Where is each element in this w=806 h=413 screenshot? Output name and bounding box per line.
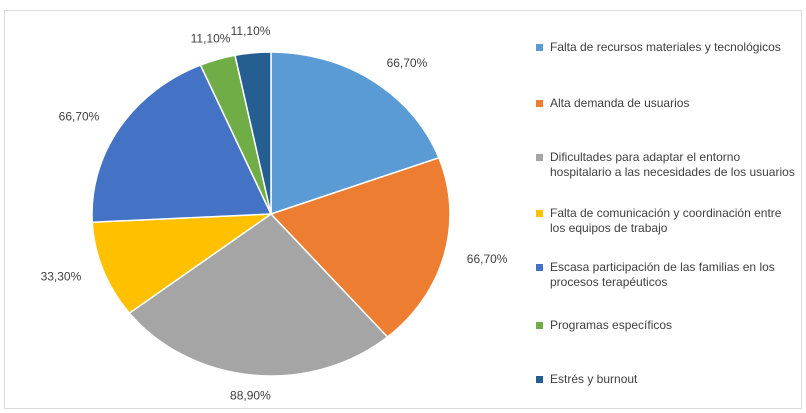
pie-slice [91, 213, 274, 315]
legend-label: Falta de comunicación y coordinación ent… [550, 206, 782, 235]
legend-swatch [536, 210, 543, 217]
legend-swatch [536, 264, 543, 271]
legend-swatch [536, 376, 543, 383]
legend-swatch [536, 322, 543, 329]
data-label: 66,70% [467, 252, 508, 266]
legend-swatch [536, 154, 543, 161]
data-label: 33,30% [41, 270, 82, 284]
legend: Falta de recursos materiales y tecnológi… [536, 30, 804, 400]
legend-label: Programas específicos [550, 318, 673, 332]
legend-item: Falta de recursos materiales y tecnológi… [536, 40, 798, 55]
legend-label: Falta de recursos materiales y tecnológi… [550, 40, 781, 54]
legend-item: Programas específicos [536, 318, 798, 333]
legend-item: Dificultades para adaptar el entorno hos… [536, 150, 798, 180]
legend-swatch [536, 44, 543, 51]
legend-label: Dificultades para adaptar el entorno hos… [550, 150, 795, 179]
pie-slice [234, 51, 272, 215]
data-label: 11,10% [191, 31, 231, 45]
legend-item: Escasa participación de las familias en … [536, 260, 798, 290]
legend-label: Escasa participación de las familias en … [550, 260, 775, 289]
pie-slice [269, 156, 451, 339]
legend-label: Alta demanda de usuarios [550, 96, 690, 110]
data-label: 88,90% [230, 388, 271, 402]
data-label: 66,70% [59, 109, 100, 123]
legend-item: Estrés y burnout [536, 372, 798, 387]
pie-slice [128, 213, 389, 377]
legend-item: Alta demanda de usuarios [536, 96, 798, 111]
legend-swatch [536, 100, 543, 107]
pie-slice [91, 64, 273, 223]
pie-slice [270, 51, 440, 216]
legend-item: Falta de comunicación y coordinación ent… [536, 206, 798, 236]
data-label: 66,70% [387, 56, 428, 70]
legend-label: Estrés y burnout [550, 372, 638, 386]
data-label: 11,10% [231, 24, 271, 38]
